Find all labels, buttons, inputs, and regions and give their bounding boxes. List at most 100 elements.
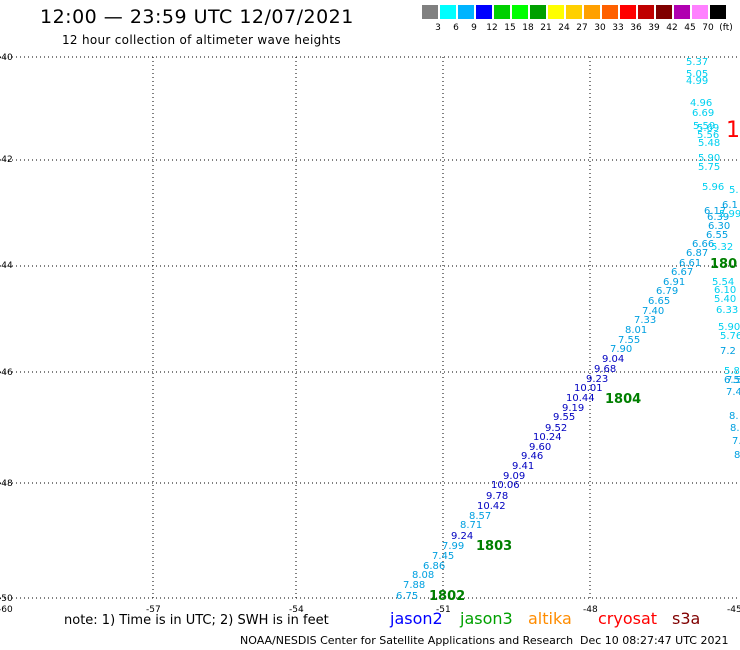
latitude-label: -60 [0,605,13,615]
color-scale-label: 70 [702,23,714,33]
wave-height-value: 5.05 [686,69,708,80]
wave-height-value: 8.01 [625,325,647,336]
wave-height-value: 8.57 [469,511,491,522]
color-scale-label: 12 [486,23,498,33]
wave-height-value: 6.66 [692,239,714,250]
wave-height-value: 7.90 [610,344,632,355]
wave-height-value: 6.67 [671,267,693,278]
color-swatch [638,5,654,19]
pass-time-label: 1804 [605,392,641,407]
wave-height-value: 9.55 [553,412,575,423]
color-scale-label: 42 [666,23,678,33]
longitude-label: -45 [727,605,740,615]
wave-height-value: 10.06 [491,480,520,491]
wave-height-value: 6.61 [679,258,701,269]
color-swatch [458,5,474,19]
wave-height-value: 7.33 [634,315,656,326]
color-scale-label: 6 [453,23,459,33]
wave-height-value: 8. [734,450,740,461]
longitude-label: -48 [583,605,598,615]
wave-height-value: 7.2 [720,346,736,357]
wave-height-value: 8. [729,411,739,422]
wave-height-value: 5.59 [693,121,715,132]
wave-height-value: 6.17 [704,206,726,217]
wave-height-value: 9.68 [594,364,616,375]
wave-height-value: 5.90 [718,322,740,333]
wave-height-value: 5.99 [719,209,740,220]
color-swatch [512,5,528,19]
wave-height-value: 9.41 [512,461,534,472]
wave-height-value: 5.69 [697,123,719,134]
wave-height-value: 4.99 [686,76,708,87]
longitude-label: -54 [289,605,304,615]
satellite-legend-jason2: jason2 [390,609,443,628]
wave-height-value: 9.60 [529,442,551,453]
color-scale-label: (ft) [719,23,733,33]
color-swatch [620,5,636,19]
color-swatch [692,5,708,19]
wave-height-value: 6.75 [396,591,418,602]
footer-timestamp: Dec 10 08:27:47 UTC 2021 [580,634,729,647]
color-swatch [710,5,726,19]
satellite-legend-cryosat: cryosat [598,609,658,628]
wave-height-value: 5.76 [720,331,740,342]
color-swatch [440,5,456,19]
wave-height-value: 5.54 [712,277,734,288]
wave-height-value: 6.30 [708,221,730,232]
pass-time-label: 1802 [429,589,465,604]
footer-credit: NOAA/NESDIS Center for Satellite Applica… [240,634,574,647]
wave-height-value: 9.52 [545,423,567,434]
wave-height-value: 6.55 [706,230,728,241]
latitude-label: -50 [0,594,13,604]
wave-height-value: 4.96 [690,98,712,109]
wave-height-value: 7.88 [403,580,425,591]
wave-height-value: 10.01 [574,383,603,394]
wave-height-value: 5.89 [724,366,740,377]
color-scale-label: 24 [558,23,570,33]
color-swatch [584,5,600,19]
pass-time-labels: 1802 1803 1804 180 18 [429,118,740,604]
color-swatch [674,5,690,19]
wave-height-value: 8. [730,423,740,434]
wave-height-value: 10.24 [533,432,562,443]
wave-height-value: 5.48 [698,138,720,149]
longitude-label: -51 [436,605,451,615]
wave-height-value: 5.37 [686,57,708,68]
color-scale-label: 3 [435,23,441,33]
wave-height-value: 6.87 [686,248,708,259]
color-swatch [656,5,672,19]
color-scale-label: 45 [684,23,696,33]
wave-height-value: 10.44 [566,393,595,404]
wave-height-value: 6.10 [714,285,736,296]
wave-height-labels: 6.757.888.086.867.457.999.248.718.5710.4… [396,57,740,602]
map-title: 12:00 — 23:59 UTC 12/07/2021 [40,6,354,28]
wave-height-value: 9.23 [586,374,608,385]
wave-height-value: 6.33 [716,305,738,316]
longitude-label: -57 [146,605,161,615]
wave-height-value: 7.5 [726,375,740,386]
wave-height-value: 7.55 [618,335,640,346]
wave-height-value: 6.5 [724,375,740,386]
wave-height-value: 8.08 [412,570,434,581]
color-swatch [602,5,618,19]
pass-time-label: 18 [726,118,740,143]
color-scale-label: 9 [471,23,477,33]
color-scale-label: 30 [594,23,606,33]
wave-height-value: 5. [729,185,739,196]
wave-height-value: 5.96 [702,182,724,193]
wave-height-value: 6.86 [423,561,445,572]
wave-height-value: 6.65 [648,296,670,307]
wave-height-value: 9.78 [486,491,508,502]
wave-height-value: 6.69 [692,108,714,119]
grid-lines [0,56,740,599]
wave-height-value: 9.19 [562,403,584,414]
color-scale-label: 27 [576,23,588,33]
wave-height-value: 5.56 [697,130,719,141]
latitude-label: -44 [0,261,13,271]
color-swatch [530,5,546,19]
wave-height-value: 7.45 [432,551,454,562]
wave-height-value: 7. [732,436,740,447]
satellite-legend-altika: altika [528,609,572,628]
color-scale-label: 21 [540,23,552,33]
